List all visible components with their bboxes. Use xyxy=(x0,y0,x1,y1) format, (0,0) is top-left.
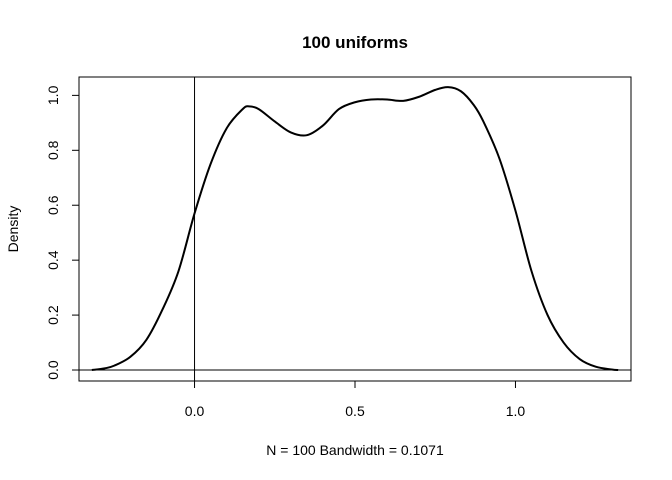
plot-frame xyxy=(78,76,632,382)
x-tick-label: 0.0 xyxy=(185,403,205,419)
y-tick-label: 0.6 xyxy=(45,195,61,215)
y-tick-label: 0.0 xyxy=(45,360,61,380)
y-tick-label: 0.4 xyxy=(45,250,61,270)
chart-title: 100 uniforms xyxy=(302,33,408,52)
y-axis-label: Density xyxy=(5,206,21,253)
reference-lines xyxy=(79,77,631,381)
x-axis: 0.0 0.5 1.0 xyxy=(185,380,526,419)
x-tick-label: 1.0 xyxy=(506,403,526,419)
x-axis-label: N = 100 Bandwidth = 0.1071 xyxy=(266,442,444,458)
density-curve xyxy=(91,86,619,372)
y-axis: 0.0 0.2 0.4 0.6 0.8 1.0 xyxy=(45,85,80,380)
x-tick-label: 0.5 xyxy=(345,403,365,419)
y-tick-label: 1.0 xyxy=(45,85,61,105)
series-layer xyxy=(91,86,619,372)
y-tick-label: 0.2 xyxy=(45,305,61,325)
y-tick-label: 0.8 xyxy=(45,140,61,160)
